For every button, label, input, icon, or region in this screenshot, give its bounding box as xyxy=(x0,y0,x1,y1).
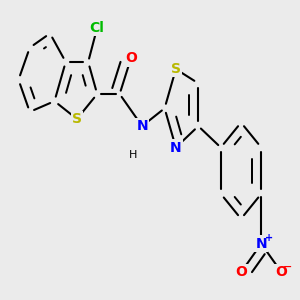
Text: N: N xyxy=(136,119,148,133)
Text: S: S xyxy=(171,62,181,76)
Text: O: O xyxy=(125,51,137,65)
Text: H: H xyxy=(128,150,138,160)
Text: N: N xyxy=(170,140,182,154)
Text: +: + xyxy=(265,233,273,244)
Text: O: O xyxy=(276,265,287,279)
Text: O: O xyxy=(235,265,247,279)
Text: H: H xyxy=(129,150,137,160)
Text: N: N xyxy=(136,119,148,133)
Text: S: S xyxy=(72,112,82,126)
Text: −: − xyxy=(283,262,293,272)
Text: N: N xyxy=(255,237,267,251)
Text: Cl: Cl xyxy=(90,21,105,35)
